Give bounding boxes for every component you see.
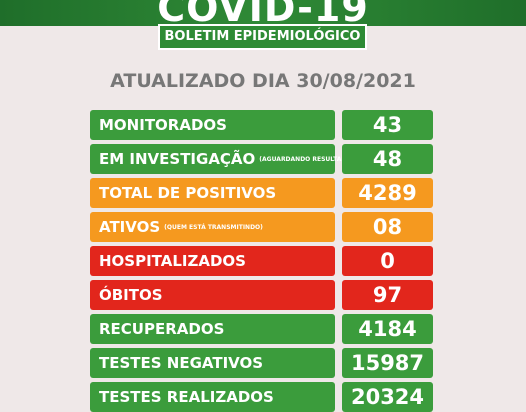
row-value: 0 xyxy=(342,246,433,276)
label-text: TESTES NEGATIVOS xyxy=(99,354,264,372)
label-text: RECUPERADOS xyxy=(99,320,225,338)
row-value: 4289 xyxy=(342,178,433,208)
row-value: 48 xyxy=(342,144,433,174)
updated-date: ATUALIZADO DIA 30/08/2021 xyxy=(110,70,416,92)
row-label: TESTES NEGATIVOS xyxy=(90,348,335,378)
label-text: HOSPITALIZADOS xyxy=(99,252,246,270)
row-label: ATIVOS (QUEM ESTÁ TRANSMITINDO) xyxy=(90,212,335,242)
row-value: 43 xyxy=(342,110,433,140)
row-value: 97 xyxy=(342,280,433,310)
label-text: TESTES REALIZADOS xyxy=(99,388,274,406)
row-label: TOTAL DE POSITIVOS xyxy=(90,178,335,208)
row-value: 20324 xyxy=(342,382,433,412)
row-label: HOSPITALIZADOS xyxy=(90,246,335,276)
subtitle: BOLETIM EPIDEMIOLÓGICO xyxy=(158,24,367,50)
row-label: MONITORADOS xyxy=(90,110,335,140)
label-note: (QUEM ESTÁ TRANSMITINDO) xyxy=(164,223,263,231)
label-text: ÓBITOS xyxy=(99,286,163,304)
label-text: ATIVOS xyxy=(99,218,161,236)
row-label: RECUPERADOS xyxy=(90,314,335,344)
row-value: 08 xyxy=(342,212,433,242)
row-value: 4184 xyxy=(342,314,433,344)
header-band xyxy=(0,0,526,26)
label-text: EM INVESTIGAÇÃO xyxy=(99,150,256,168)
row-label: EM INVESTIGAÇÃO (AGUARDANDO RESULTADO) xyxy=(90,144,354,174)
label-text: TOTAL DE POSITIVOS xyxy=(99,184,277,202)
label-note: (AGUARDANDO RESULTADO) xyxy=(259,155,355,163)
row-value: 15987 xyxy=(342,348,433,378)
row-label: ÓBITOS xyxy=(90,280,335,310)
label-text: MONITORADOS xyxy=(99,116,227,134)
row-label: TESTES REALIZADOS xyxy=(90,382,335,412)
